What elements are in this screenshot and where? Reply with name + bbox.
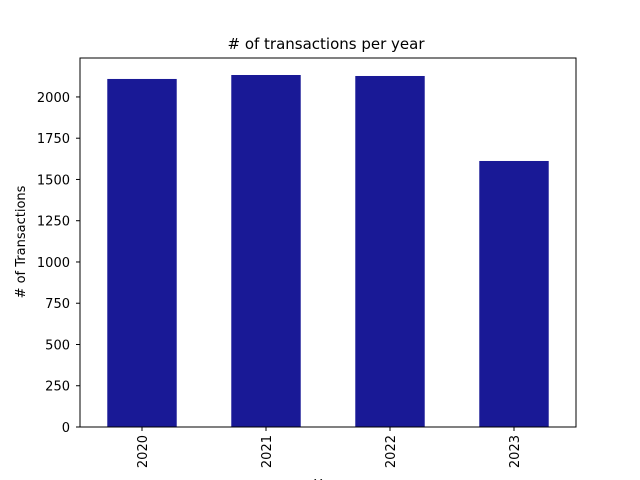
plot-frame (79, 57, 577, 428)
bar (107, 78, 177, 427)
bar (355, 75, 425, 428)
x-tick-label: 2022 (384, 435, 399, 468)
x-tick-label: 2020 (136, 435, 151, 468)
y-tick-label: 0 (62, 421, 70, 436)
x-tick-label: 2023 (508, 435, 523, 468)
y-tick-label: 1500 (37, 173, 70, 188)
y-tick-label: 1750 (37, 132, 70, 147)
y-axis-label: # of Transactions (14, 185, 29, 298)
bar (479, 160, 549, 427)
bar (231, 74, 301, 427)
y-tick-label: 250 (45, 380, 70, 395)
y-tick-label: 750 (45, 297, 70, 312)
x-axis-label: Year (313, 478, 342, 480)
y-tick-label: 1000 (37, 256, 70, 271)
y-tick-label: 1250 (37, 215, 70, 230)
x-tick-label: 2021 (260, 435, 275, 468)
y-tick-label: 2000 (37, 91, 70, 106)
y-tick-label: 500 (45, 338, 70, 353)
chart-title: # of transactions per year (227, 35, 425, 53)
